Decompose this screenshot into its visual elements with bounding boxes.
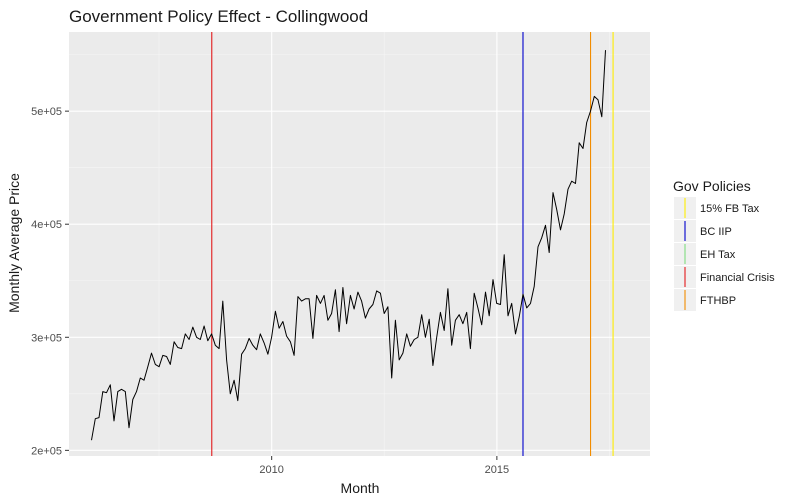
legend-title: Gov Policies <box>673 178 751 194</box>
legend-entry: Financial Crisis <box>674 266 775 288</box>
legend: Gov Policies 15% FB Tax BC IIP EH Tax Finan… <box>673 178 775 311</box>
y-tick-label: 2e+05 <box>31 445 62 457</box>
x-axis-title: Month <box>341 480 380 496</box>
legend-entry: BC IIP <box>674 220 732 242</box>
series-layer <box>91 50 606 441</box>
price-series-line <box>91 50 606 441</box>
grid-lines <box>69 32 650 456</box>
legend-label: BC IIP <box>700 226 732 238</box>
panel-background <box>69 32 650 456</box>
chart-title: Government Policy Effect - Collingwood <box>69 7 368 26</box>
plot-panel <box>69 32 650 456</box>
legend-label: 15% FB Tax <box>700 203 760 215</box>
legend-label: FTHBP <box>700 295 736 307</box>
policy-event-lines <box>211 32 614 456</box>
x-tick-label: 2010 <box>259 464 283 476</box>
legend-label: EH Tax <box>700 249 736 261</box>
x-tick-label: 2015 <box>485 464 509 476</box>
legend-label: Financial Crisis <box>700 272 775 284</box>
legend-entry: 15% FB Tax <box>674 197 760 219</box>
y-axis-title: Monthly Average Price <box>6 173 22 313</box>
x-axis-ticks: 2010 2015 <box>259 456 509 476</box>
y-tick-label: 5e+05 <box>31 106 62 118</box>
y-axis-ticks: 2e+05 3e+05 4e+05 5e+05 <box>31 106 69 457</box>
legend-entry: FTHBP <box>674 289 736 311</box>
y-tick-label: 4e+05 <box>31 219 62 231</box>
legend-entries: 15% FB Tax BC IIP EH Tax Financial Crisis FT… <box>674 197 775 311</box>
y-tick-label: 3e+05 <box>31 332 62 344</box>
legend-entry: EH Tax <box>674 243 736 265</box>
